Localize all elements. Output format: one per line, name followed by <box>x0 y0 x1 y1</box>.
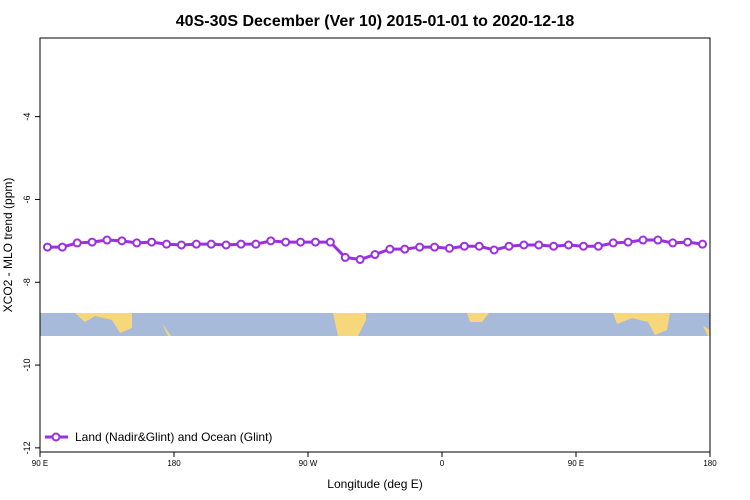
x-axis-label: Longitude (deg E) <box>327 477 422 491</box>
point <box>72 238 82 248</box>
point <box>221 240 231 250</box>
point <box>87 237 97 247</box>
point <box>504 241 514 251</box>
x-tick-label: 0 <box>440 459 445 468</box>
plot-frame <box>39 37 711 453</box>
x-tick-label: 180 <box>167 459 181 468</box>
y-tick-label: -6 <box>22 195 32 203</box>
x-tick-label: 90 E <box>568 459 584 468</box>
point <box>415 242 425 252</box>
point <box>549 241 559 251</box>
map-strip <box>40 313 710 336</box>
point <box>42 242 52 252</box>
point <box>459 241 469 251</box>
point <box>266 236 276 246</box>
point <box>534 240 544 250</box>
point <box>698 239 708 249</box>
x-tick-label: 90 E <box>32 459 48 468</box>
point <box>564 240 574 250</box>
point <box>191 239 201 249</box>
point <box>281 237 291 247</box>
x-tick-label: 180 <box>703 459 717 468</box>
point <box>206 239 216 249</box>
legend-marker <box>51 432 61 442</box>
point <box>385 244 395 254</box>
point <box>325 237 335 247</box>
point <box>340 252 350 262</box>
legend-label: Land (Nadir&Glint) and Ocean (Glint) <box>75 430 272 444</box>
point <box>162 239 172 249</box>
point <box>474 241 484 251</box>
point <box>593 241 603 251</box>
point <box>578 241 588 251</box>
point <box>176 240 186 250</box>
point <box>653 235 663 245</box>
point <box>519 240 529 250</box>
point <box>370 250 380 260</box>
point <box>132 238 142 248</box>
x-tick-label: 90 W <box>299 459 318 468</box>
point <box>430 242 440 252</box>
y-tick-label: -8 <box>22 278 32 286</box>
point <box>489 245 499 255</box>
y-tick-label: -4 <box>22 113 32 121</box>
y-tick-label: -12 <box>22 441 32 454</box>
point <box>251 239 261 249</box>
point <box>102 235 112 245</box>
point <box>310 237 320 247</box>
y-axis-label: XCO2 - MLO trend (ppm) <box>1 178 15 313</box>
point <box>623 237 633 247</box>
point <box>638 235 648 245</box>
point <box>444 243 454 253</box>
point <box>355 254 365 264</box>
point <box>608 238 618 248</box>
point <box>147 237 157 247</box>
point <box>117 236 127 246</box>
chart-title: 40S-30S December (Ver 10) 2015-01-01 to … <box>176 13 575 30</box>
point <box>400 244 410 254</box>
point <box>668 238 678 248</box>
point <box>236 239 246 249</box>
point <box>296 237 306 247</box>
point <box>683 237 693 247</box>
y-tick-label: -10 <box>22 359 32 372</box>
point <box>57 242 67 252</box>
